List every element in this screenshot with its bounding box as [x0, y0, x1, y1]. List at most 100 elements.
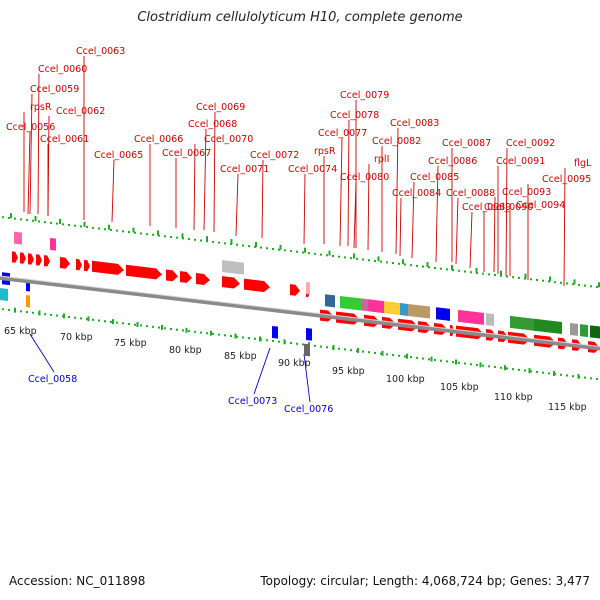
gene-label: Ccel_0083 [390, 118, 439, 129]
gene-segment [436, 307, 450, 321]
tick-dot [224, 334, 226, 337]
tick-dot [134, 323, 136, 326]
callout-line [303, 353, 311, 403]
callout-line [399, 197, 402, 257]
tick-major [34, 216, 37, 222]
gene-label: Ccel_0076 [284, 404, 333, 415]
gene-segment [580, 324, 588, 338]
callout-line [339, 137, 343, 247]
length-value: 4,068,724 bp [421, 574, 502, 588]
tick-dot [344, 348, 346, 351]
tick-dot [146, 325, 148, 328]
tick-major [112, 319, 114, 325]
tick-dot [290, 250, 292, 253]
forward-gene-arrow [28, 253, 34, 265]
callout-line [563, 167, 566, 287]
kbp-label: 75 kbp [114, 338, 147, 349]
tick-major [14, 307, 16, 313]
kbp-label: 105 kbp [440, 382, 479, 393]
gene-label: rpsR [314, 146, 336, 157]
gene-label: Ccel_0077 [318, 128, 367, 139]
tick-dot [296, 250, 298, 253]
forward-gene-arrow [76, 258, 82, 271]
topology-value: circular [320, 574, 365, 588]
tick-major [328, 250, 331, 256]
kbp-scale-labels: 65 kbp 70 kbp 75 kbp 80 kbp 85 kbp 90 kbp 95 k… [4, 326, 587, 413]
tick-dot [56, 314, 58, 317]
callout-line [111, 159, 115, 223]
gene-label: Ccel_0090 [484, 202, 533, 213]
tick-major [255, 241, 257, 247]
tick-dot [62, 223, 64, 226]
tick-dot [344, 256, 346, 259]
gene-features [0, 231, 600, 357]
tick-dot [152, 325, 154, 328]
tick-dot [20, 218, 22, 221]
tick-dot [122, 230, 124, 233]
gene-label: Ccel_0079 [340, 90, 389, 101]
tick-dot [500, 366, 502, 369]
tick-dot [404, 263, 406, 266]
tick-dot [278, 248, 280, 251]
tick-dot [446, 268, 448, 271]
gene-label: Ccel_0086 [428, 156, 477, 167]
tick-dot [152, 233, 154, 236]
forward-gene-arrow [92, 260, 124, 275]
tick-major [377, 256, 380, 262]
tick-dot [560, 281, 562, 284]
callout-line [395, 127, 399, 255]
kbp-label: 80 kbp [169, 345, 202, 356]
tick-dot [92, 318, 94, 321]
tick-major [524, 273, 527, 279]
tick-dot [32, 219, 34, 222]
tick-dot [572, 283, 574, 286]
topology-label: Topology: [260, 574, 317, 588]
gene-label: Ccel_0060 [38, 64, 87, 75]
tick-dot [242, 244, 244, 247]
callout-line [193, 143, 196, 231]
tick-dot [134, 231, 136, 234]
gene-label: flgL [574, 158, 592, 169]
gene-label: Ccel_0065 [94, 150, 143, 161]
callout-line [29, 93, 33, 215]
kbp-label: 110 kbp [494, 392, 533, 403]
callout-line [303, 173, 306, 245]
tick-dot [170, 327, 172, 330]
callout-line [261, 159, 264, 239]
kbp-label: 95 kbp [332, 366, 365, 377]
kbp-label: 100 kbp [386, 374, 425, 385]
callout-line [493, 196, 496, 273]
tick-dot [386, 261, 388, 264]
tick-major [406, 353, 408, 359]
callout-line [253, 347, 271, 395]
tick-dot [440, 267, 442, 270]
tick-dot [74, 316, 76, 319]
tick-dot [308, 252, 310, 255]
forward-gene-arrow [244, 278, 270, 293]
tick-major [210, 330, 212, 336]
tick-dot [158, 326, 160, 329]
forward-gene-arrow [126, 264, 162, 280]
kbp-label: 65 kbp [4, 326, 37, 337]
gene-label: Ccel_0068 [188, 119, 237, 130]
tick-major [279, 244, 282, 250]
tick-dot [218, 241, 220, 244]
tick-dot [488, 273, 490, 276]
tick-dot [74, 224, 76, 227]
tick-dot [284, 249, 286, 252]
tick-dot [248, 245, 250, 248]
kbp-label: 90 kbp [278, 358, 311, 369]
gene-callout-lines [23, 56, 566, 403]
callout-line [203, 128, 207, 231]
callout-line [411, 181, 415, 259]
tick-dot [326, 254, 328, 257]
length-label: Length: [372, 574, 419, 588]
tick-dot [164, 327, 166, 330]
callout-line [367, 163, 370, 251]
tick-dot [494, 274, 496, 277]
tick-dot [116, 229, 118, 232]
accession-info: Accession: NC_011898 [9, 574, 145, 588]
gene-segment [534, 318, 562, 335]
tick-dot [458, 361, 460, 364]
tick-dot [524, 369, 526, 372]
